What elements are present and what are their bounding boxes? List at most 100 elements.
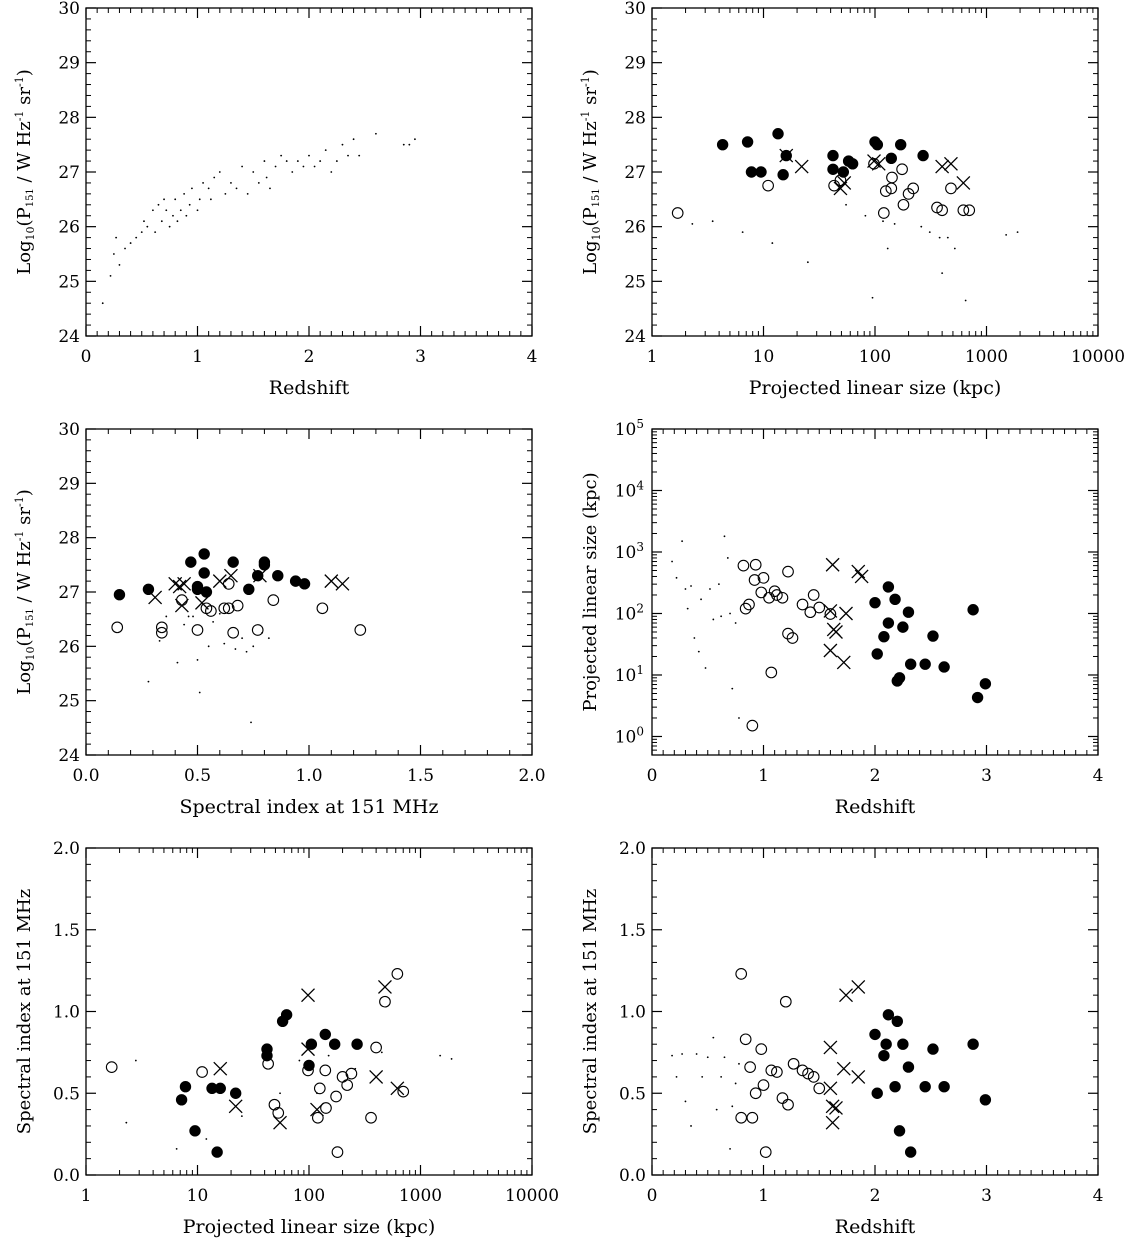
dot-point bbox=[706, 1056, 709, 1059]
filled-point bbox=[272, 570, 284, 582]
y-tick-label: 29 bbox=[58, 54, 80, 74]
filled-point bbox=[893, 672, 906, 684]
open-point bbox=[757, 571, 770, 584]
y-tick-label: 28 bbox=[58, 529, 80, 549]
open-point bbox=[813, 601, 826, 614]
y-axis-label: Log10(P151 / W Hz-1 sr-1) bbox=[579, 69, 603, 275]
x-tick-label: 10 bbox=[187, 1186, 209, 1206]
dot-point bbox=[241, 637, 244, 640]
filled-point bbox=[979, 678, 992, 690]
open-point bbox=[886, 171, 898, 184]
dot-point bbox=[771, 242, 774, 244]
dot-point bbox=[172, 214, 174, 217]
filled-point bbox=[741, 136, 754, 148]
y-tick-label: 26 bbox=[624, 218, 646, 238]
dot-point bbox=[101, 302, 104, 305]
dot-point bbox=[871, 296, 874, 299]
dot-point bbox=[327, 1054, 330, 1057]
dot-point bbox=[681, 1053, 684, 1055]
open-point bbox=[671, 207, 684, 219]
open-point bbox=[834, 174, 847, 187]
filled-point bbox=[745, 166, 758, 178]
dot-point bbox=[157, 203, 160, 206]
dot-point bbox=[205, 1138, 208, 1140]
open-point bbox=[749, 558, 762, 571]
open-point bbox=[354, 624, 367, 636]
open-point bbox=[267, 594, 280, 607]
plot-frame bbox=[651, 7, 1099, 337]
cross-point bbox=[148, 590, 163, 605]
y-tick-label: 1.5 bbox=[53, 921, 80, 941]
open-point bbox=[787, 1057, 800, 1070]
filled-point bbox=[319, 1028, 331, 1041]
open-point bbox=[907, 182, 920, 195]
x-tick-label: 4 bbox=[1093, 1186, 1104, 1206]
dot-point bbox=[135, 236, 138, 239]
dot-point bbox=[241, 165, 244, 168]
dot-point bbox=[250, 721, 252, 724]
open-point bbox=[111, 621, 124, 634]
cross-point bbox=[823, 1081, 838, 1096]
cross-point bbox=[823, 1040, 838, 1055]
filled-point bbox=[897, 621, 909, 633]
dot-point bbox=[209, 198, 212, 201]
open-point bbox=[345, 1067, 358, 1080]
dot-point bbox=[174, 198, 177, 201]
open-point bbox=[105, 1061, 118, 1073]
dot-point bbox=[191, 187, 193, 190]
x-tick-label: 1 bbox=[647, 347, 658, 367]
x-tick-label: 10000 bbox=[1071, 347, 1125, 367]
cross-point bbox=[223, 568, 238, 583]
open-point bbox=[746, 719, 759, 732]
panel-p1: 0 1 2 3 4 24 25 26 27 28 29 30 Redshift Log10(P151 / … bbox=[13, 0, 537, 399]
filled-point bbox=[827, 163, 839, 175]
open-point bbox=[759, 1146, 772, 1158]
filled-point bbox=[200, 586, 213, 598]
plot-frame bbox=[85, 7, 533, 337]
dot-point bbox=[718, 583, 720, 586]
y-tick-label: 24 bbox=[624, 327, 646, 347]
y-tick-label: 1.0 bbox=[53, 1003, 80, 1023]
filled-point bbox=[827, 149, 839, 162]
dot-point bbox=[408, 143, 411, 146]
dot-point bbox=[700, 598, 702, 601]
y-tick-label: 104 bbox=[615, 478, 645, 501]
cross-point bbox=[823, 603, 838, 618]
cross-point bbox=[377, 980, 392, 994]
filled-point bbox=[880, 1038, 892, 1050]
filled-point bbox=[894, 138, 907, 151]
filled-point bbox=[869, 1028, 881, 1041]
dot-point bbox=[109, 274, 112, 277]
open-point bbox=[824, 608, 837, 620]
filled-point bbox=[179, 1081, 192, 1093]
y-tick-label: 100 bbox=[615, 724, 644, 747]
cross-point bbox=[825, 557, 840, 572]
open-point bbox=[945, 182, 957, 195]
filled-point bbox=[885, 152, 897, 165]
dot-point bbox=[147, 680, 150, 683]
open-point bbox=[737, 559, 750, 572]
x-tick-label: 0.0 bbox=[72, 766, 99, 786]
dot-point bbox=[235, 187, 238, 190]
open-point bbox=[313, 1082, 326, 1095]
dot-point bbox=[726, 557, 729, 559]
open-point bbox=[746, 1111, 759, 1124]
open-point bbox=[268, 1098, 281, 1111]
dot-point bbox=[168, 225, 171, 228]
dot-point bbox=[115, 236, 118, 239]
y-tick-label: 27 bbox=[58, 583, 80, 603]
dot-point bbox=[729, 1147, 731, 1150]
open-point bbox=[379, 995, 391, 1008]
dot-point bbox=[690, 1125, 692, 1127]
dot-point bbox=[179, 209, 182, 212]
dot-point bbox=[720, 1076, 723, 1078]
y-axis-label: Spectral index at 151 MHz bbox=[14, 889, 35, 1134]
cross-point bbox=[212, 574, 227, 589]
dot-point bbox=[691, 223, 694, 225]
open-point bbox=[749, 1087, 762, 1100]
dot-point bbox=[160, 220, 163, 223]
dot-point bbox=[693, 637, 696, 639]
filled-point bbox=[243, 583, 255, 595]
dot-point bbox=[686, 607, 689, 610]
dot-point bbox=[335, 160, 338, 162]
